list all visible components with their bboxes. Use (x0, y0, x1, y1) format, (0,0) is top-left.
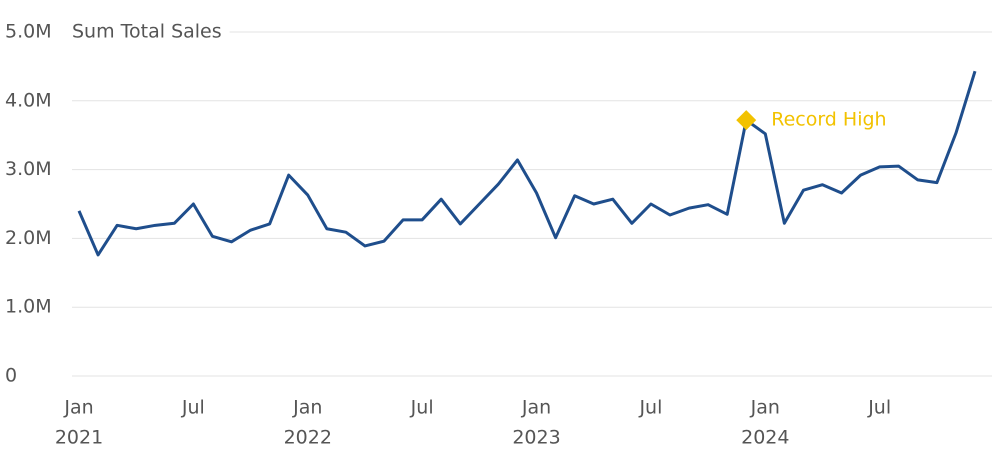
y-tick-label: 0 (5, 365, 17, 387)
annotation-marker (736, 110, 757, 131)
x-tick-year: 2022 (284, 427, 332, 449)
y-tick-label: 4.0M (5, 89, 52, 111)
x-tick-label: Jul (410, 397, 434, 419)
line (77, 70, 977, 257)
y-axis-label: Sum Total Sales (72, 21, 222, 43)
y-tick-label: 5.0M (5, 21, 52, 43)
y-tick-label: 3.0M (5, 158, 52, 180)
x-tick-label: Jan (521, 397, 551, 419)
x-tick-label: Jul (867, 397, 891, 419)
y-tick-label: 1.0M (5, 296, 52, 318)
x-tick-label: Jan (63, 397, 93, 419)
x-tick-label: Jul (181, 397, 205, 419)
x-tick-label: Jan (750, 397, 780, 419)
x-tick-label: Jul (638, 397, 662, 419)
x-tick-year: 2023 (512, 427, 560, 449)
x-tick-label: Jan (292, 397, 322, 419)
x-tick-year: 2024 (741, 427, 789, 449)
title-backing (66, 20, 230, 43)
annotation-label: Record High (771, 109, 886, 131)
x-tick-year: 2021 (55, 427, 103, 449)
y-tick-label: 2.0M (5, 227, 52, 249)
